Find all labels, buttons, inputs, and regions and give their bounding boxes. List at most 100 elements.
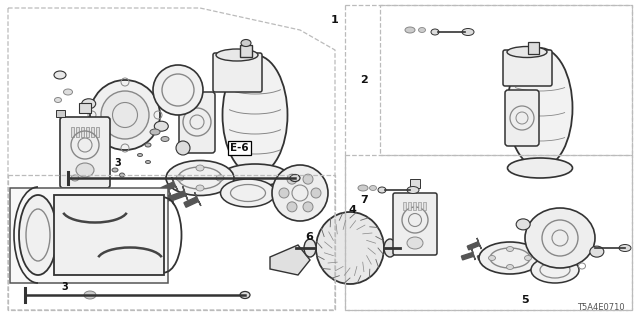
Ellipse shape (196, 165, 204, 171)
Circle shape (311, 188, 321, 198)
Ellipse shape (378, 187, 386, 193)
Ellipse shape (218, 173, 232, 183)
FancyBboxPatch shape (213, 53, 262, 92)
FancyBboxPatch shape (505, 90, 539, 146)
Ellipse shape (407, 237, 423, 249)
Text: 3: 3 (61, 282, 68, 292)
Ellipse shape (161, 137, 169, 141)
Ellipse shape (405, 27, 415, 33)
FancyArrow shape (489, 255, 504, 267)
Bar (91, 127, 94, 137)
Circle shape (303, 202, 313, 212)
FancyArrow shape (461, 249, 476, 260)
Ellipse shape (138, 154, 143, 156)
Bar (56, 110, 65, 117)
Ellipse shape (76, 163, 94, 177)
Ellipse shape (216, 175, 224, 181)
Ellipse shape (145, 143, 151, 147)
Ellipse shape (516, 219, 530, 230)
FancyBboxPatch shape (60, 117, 110, 188)
Bar (79, 103, 91, 113)
Ellipse shape (90, 80, 160, 150)
Text: 6: 6 (305, 232, 313, 242)
Ellipse shape (101, 91, 149, 139)
FancyBboxPatch shape (393, 193, 437, 255)
Ellipse shape (384, 239, 396, 257)
Text: 4: 4 (348, 205, 356, 215)
Ellipse shape (241, 39, 251, 46)
Bar (240, 45, 252, 57)
Circle shape (176, 141, 190, 155)
Bar (10, 188, 168, 283)
Ellipse shape (166, 161, 234, 196)
Ellipse shape (19, 195, 57, 275)
Ellipse shape (525, 208, 595, 268)
FancyBboxPatch shape (503, 50, 552, 86)
Ellipse shape (316, 212, 384, 284)
Bar (408, 202, 411, 210)
Bar (86, 127, 89, 137)
Polygon shape (270, 245, 310, 275)
FancyBboxPatch shape (54, 195, 164, 275)
Ellipse shape (176, 175, 184, 181)
Ellipse shape (145, 161, 150, 164)
Ellipse shape (240, 292, 250, 299)
Ellipse shape (150, 129, 160, 135)
Ellipse shape (290, 174, 300, 181)
Ellipse shape (479, 242, 541, 274)
Ellipse shape (63, 89, 72, 95)
Ellipse shape (369, 186, 376, 190)
Text: 7: 7 (360, 195, 368, 205)
Ellipse shape (508, 48, 573, 168)
Ellipse shape (112, 168, 118, 172)
Ellipse shape (54, 71, 66, 79)
Ellipse shape (221, 179, 275, 207)
Bar (76, 127, 79, 137)
Text: T5A4E0710: T5A4E0710 (577, 303, 625, 312)
Ellipse shape (407, 187, 419, 194)
FancyArrow shape (161, 177, 178, 192)
Ellipse shape (462, 28, 474, 36)
Ellipse shape (590, 246, 604, 257)
Circle shape (287, 174, 297, 184)
Ellipse shape (506, 265, 513, 269)
Text: 5: 5 (521, 295, 529, 305)
FancyArrow shape (467, 238, 481, 250)
Ellipse shape (223, 164, 287, 186)
Ellipse shape (358, 185, 368, 191)
Circle shape (272, 165, 328, 221)
Bar (403, 202, 406, 210)
Ellipse shape (508, 158, 573, 178)
Ellipse shape (531, 257, 579, 283)
Ellipse shape (54, 98, 61, 102)
Bar (528, 42, 539, 54)
Ellipse shape (153, 65, 203, 115)
Ellipse shape (154, 121, 168, 131)
Ellipse shape (216, 49, 258, 61)
Ellipse shape (525, 255, 531, 260)
Ellipse shape (278, 173, 292, 183)
FancyArrow shape (184, 192, 201, 207)
Bar (413, 202, 416, 210)
Circle shape (303, 174, 313, 184)
Bar (410, 179, 420, 188)
FancyArrow shape (171, 186, 188, 200)
Text: 1: 1 (331, 15, 339, 25)
FancyArrow shape (477, 249, 492, 260)
Ellipse shape (71, 175, 79, 181)
Ellipse shape (431, 29, 439, 35)
Text: 2: 2 (360, 75, 368, 85)
Ellipse shape (196, 185, 204, 191)
Ellipse shape (419, 28, 426, 33)
Bar (96, 127, 99, 137)
Text: 3: 3 (115, 158, 122, 168)
Ellipse shape (223, 55, 287, 175)
Ellipse shape (488, 255, 495, 260)
Ellipse shape (507, 46, 547, 58)
Text: E-6: E-6 (230, 143, 248, 153)
Ellipse shape (506, 246, 513, 252)
Bar (418, 202, 421, 210)
Ellipse shape (619, 244, 631, 252)
Ellipse shape (304, 239, 316, 257)
Ellipse shape (120, 173, 125, 177)
